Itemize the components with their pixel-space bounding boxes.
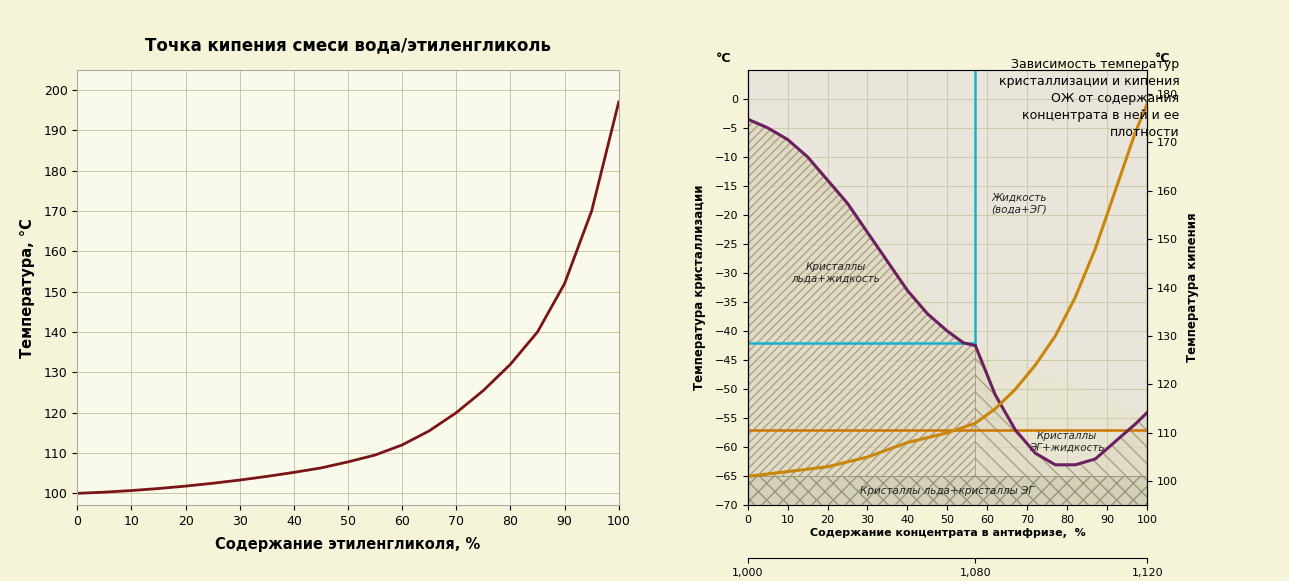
Polygon shape [976, 346, 1147, 476]
Polygon shape [748, 119, 1147, 465]
Y-axis label: Температура кристаллизации: Температура кристаллизации [693, 185, 706, 390]
Text: Жидкость
(вода+ЭГ): Жидкость (вода+ЭГ) [991, 192, 1047, 214]
X-axis label: Содержание концентрата в антифризе,  %: Содержание концентрата в антифризе, % [809, 528, 1085, 538]
Y-axis label: Температура, °С: Температура, °С [21, 218, 35, 357]
Text: °C: °C [1155, 52, 1170, 65]
X-axis label: Содержание этиленгликоля, %: Содержание этиленгликоля, % [215, 536, 481, 551]
Text: Кристаллы
льда+жидкость: Кристаллы льда+жидкость [791, 262, 880, 284]
Text: Кристаллы
ЭГ+жидкость: Кристаллы ЭГ+жидкость [1030, 431, 1105, 453]
Polygon shape [748, 476, 1147, 505]
Y-axis label: Температура кипения: Температура кипения [1186, 213, 1199, 363]
Text: Кристаллы льда+кристаллы ЭГ: Кристаллы льда+кристаллы ЭГ [860, 486, 1035, 496]
Title: Точка кипения смеси вода/этиленгликоль: Точка кипения смеси вода/этиленгликоль [146, 36, 550, 54]
Polygon shape [748, 70, 1147, 465]
Text: Зависимость температур
кристаллизации и кипения
ОЖ от содержания
концентрата в н: Зависимость температур кристаллизации и … [999, 58, 1179, 139]
Text: °C: °C [715, 52, 731, 65]
Polygon shape [748, 119, 976, 476]
